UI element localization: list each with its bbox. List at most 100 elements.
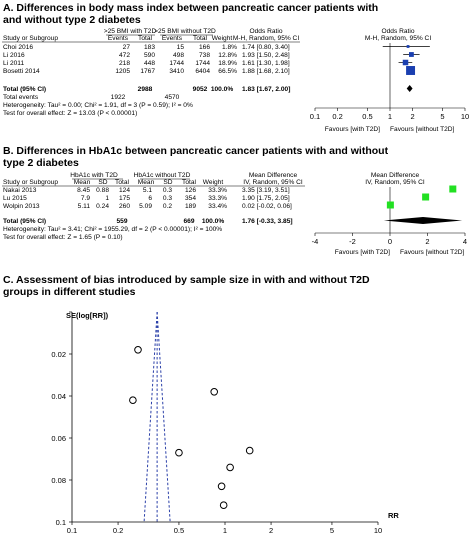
panel-b-cell-total2: 126 <box>185 187 196 194</box>
panel-a-col-weight: Weight <box>212 35 233 42</box>
panel-b-cell-mean1: 7.9 <box>81 195 90 202</box>
panel-b-col-study: Study or Subgroup <box>3 179 58 186</box>
panel-c-study-point <box>217 482 226 491</box>
panel-b-cell-study: Wolpin 2013 <box>3 203 40 210</box>
panel-b-cell-study: Nakai 2013 <box>3 187 37 194</box>
panel-b-cell-ci_text: 3.35 [3.19, 3.51] <box>242 187 290 194</box>
panel-a-x-tick-label: 1 <box>388 112 392 121</box>
panel-c-x-tick-label: 10 <box>374 526 382 535</box>
panel-a-cell-total2: 1744 <box>195 60 210 67</box>
panel-b-cell-weight: 33.4% <box>208 203 227 210</box>
panel-a-x-tick-label: 0.2 <box>332 112 342 121</box>
panel-b-study-marker <box>386 201 394 209</box>
panel-b-study-marker <box>449 185 457 193</box>
panel-a-col-events1: Events <box>108 35 129 42</box>
panel-b-x-tick-label: -4 <box>312 237 319 246</box>
panel-c-y-tick-label: 0.04 <box>51 392 66 401</box>
panel-b-cell-mean1: 5.11 <box>78 203 91 210</box>
panel-b-cell-sd2: 0.2 <box>163 203 172 210</box>
panel-a-events2: 4570 <box>165 94 180 101</box>
panel-b-cell-sd2: 0.3 <box>163 187 172 194</box>
panel-a-group1-header: >25 BMI with T2D <box>104 28 157 35</box>
panel-c-x-tick-label: 0.1 <box>67 526 77 535</box>
panel-b-total2: 669 <box>183 218 194 225</box>
panel-a-total2: 9052 <box>193 86 208 93</box>
panel-a-or-header: Odds Ratio <box>250 28 283 35</box>
panel-b-overall: Test for overall effect: Z = 1.65 (P = 0… <box>3 234 123 241</box>
panel-a-cell-total2: 738 <box>199 52 210 59</box>
panel-c-study-point <box>219 501 228 510</box>
panel-a-overall: Test for overall effect: Z = 13.03 (P < … <box>3 110 137 117</box>
panel-c-study-point <box>129 396 137 405</box>
panel-b-x-tick-label: 2 <box>425 237 429 246</box>
panel-a-pooled-diamond <box>406 85 413 92</box>
panel-a-total-weight: 100.0% <box>211 86 234 93</box>
panel-c-xlabel: RR <box>388 511 399 520</box>
panel-b-cell-weight: 33.3% <box>208 187 227 194</box>
panel-b-group2-header: HbA1c without T2D <box>134 172 191 179</box>
panel-c-y-tick-label: 0.08 <box>51 476 66 485</box>
panel-b-col-sd2: SD <box>163 179 172 186</box>
panel-a-cell-total1: 448 <box>144 60 155 67</box>
panel-a-group2-header: >25 BMI without T2D <box>154 28 216 35</box>
panel-c-study-point <box>134 346 142 354</box>
panel-b-cell-mean2: 5.09 <box>139 203 152 210</box>
panel-b-cell-total1: 175 <box>119 195 130 202</box>
panel-b-x-tick-label: 4 <box>463 237 467 246</box>
panel-a-forest-plot: 0.1 0.2 0.5 1 2 5 10 <box>310 43 469 121</box>
panel-b-total1: 559 <box>116 218 127 225</box>
panel-a-cell-study: Li 2016 <box>3 52 25 59</box>
panel-a-x-tick-label: 0.5 <box>362 112 372 121</box>
panel-c-x-tick-label: 2 <box>269 526 273 535</box>
panel-b-group1-header: HbA1c with T2D <box>70 172 118 179</box>
panel-b-cell-total1: 124 <box>119 187 130 194</box>
panel-a-cell-events2: 15 <box>177 44 185 51</box>
panel-c-y-tick-label: 0.06 <box>51 434 66 443</box>
panel-c-study-point <box>245 446 254 455</box>
panel-a-heterogeneity: Heterogeneity: Tau² = 0.00; Chi² = 1.91,… <box>3 102 193 109</box>
panel-c-study-point <box>210 388 219 396</box>
panel-c-x-tick-label: 0.5 <box>174 526 184 535</box>
panel-b-x-tick-label: 0 <box>388 237 392 246</box>
panel-a-col-events2: Events <box>162 35 183 42</box>
panel-b-total-md: 1.76 [-0.33, 3.85] <box>242 218 293 225</box>
panel-a-x-tick-label: 10 <box>461 112 469 121</box>
panel-a-cell-weight: 12.8% <box>218 52 237 59</box>
panel-b-study-rows: Nakai 2013 8.45 0.88 124 5.1 0.3 126 33.3% 3.35 … <box>3 187 292 210</box>
panel-b-total-weight: 100.0% <box>202 218 225 225</box>
panel-a-study-marker <box>406 66 416 75</box>
panel-b-cell-ci_text: 1.90 [1.75, 2.05] <box>242 195 290 202</box>
panel-a-x-tick-label: 2 <box>410 112 414 121</box>
panel-b-title-line1: B. Differences in HbA1c between pancreat… <box>3 145 389 157</box>
panel-a-study-marker <box>402 59 409 66</box>
panel-a-cell-events1: 472 <box>119 52 130 59</box>
panel-b-heterogeneity: Heterogeneity: Tau² = 3.41; Chi² = 1955.… <box>3 226 222 233</box>
panel-a-cell-ci_text: 1.88 [1.68, 2.10] <box>242 68 290 75</box>
panel-a-plot-sub: M-H, Random, 95% CI <box>365 35 431 42</box>
panel-a-study-marker <box>409 52 414 57</box>
panel-c-funnel-left <box>143 311 158 523</box>
panel-a-cell-study: Li 2011 <box>3 60 24 67</box>
panel-b-cell-ci_text: 0.02 [-0.02, 0.06] <box>242 203 292 210</box>
panel-a-cell-study: Choi 2016 <box>3 44 33 51</box>
panel-b-col-total2: Total <box>182 179 196 186</box>
panel-b-col-total1: Total <box>115 179 129 186</box>
panel-b-cell-mean2: 6 <box>148 195 152 202</box>
panel-a-cell-events1: 218 <box>119 60 130 67</box>
panel-a-col-total2: Total <box>193 35 207 42</box>
panel-b: B. Differences in HbA1c between pancreat… <box>2 145 467 256</box>
panel-a-col-total1: Total <box>138 35 152 42</box>
panel-a-cell-weight: 66.5% <box>218 68 237 75</box>
panel-b-favours-right: Favours [without T2D] <box>400 249 465 256</box>
panel-b-forest-plot: -4 -2 0 2 4 <box>312 185 467 246</box>
panel-a-events-label: Total events <box>3 94 39 101</box>
panel-c-ylabel: SE(log[RR]) <box>66 311 109 320</box>
panel-b-study-marker <box>422 193 430 201</box>
panel-b-cell-sd1: 0.88 <box>96 187 109 194</box>
panel-b-cell-study: Lu 2015 <box>3 195 27 202</box>
panel-a-cell-weight: 1.8% <box>222 44 237 51</box>
panel-a-cell-total1: 590 <box>144 52 155 59</box>
panel-c-funnel-plot: 0.02 0.04 0.06 0.08 0.10.1 0.2 0.5 1 2 5 10 <box>51 311 382 535</box>
panel-a-title-line1: A. Differences in body mass index betwee… <box>3 2 378 14</box>
